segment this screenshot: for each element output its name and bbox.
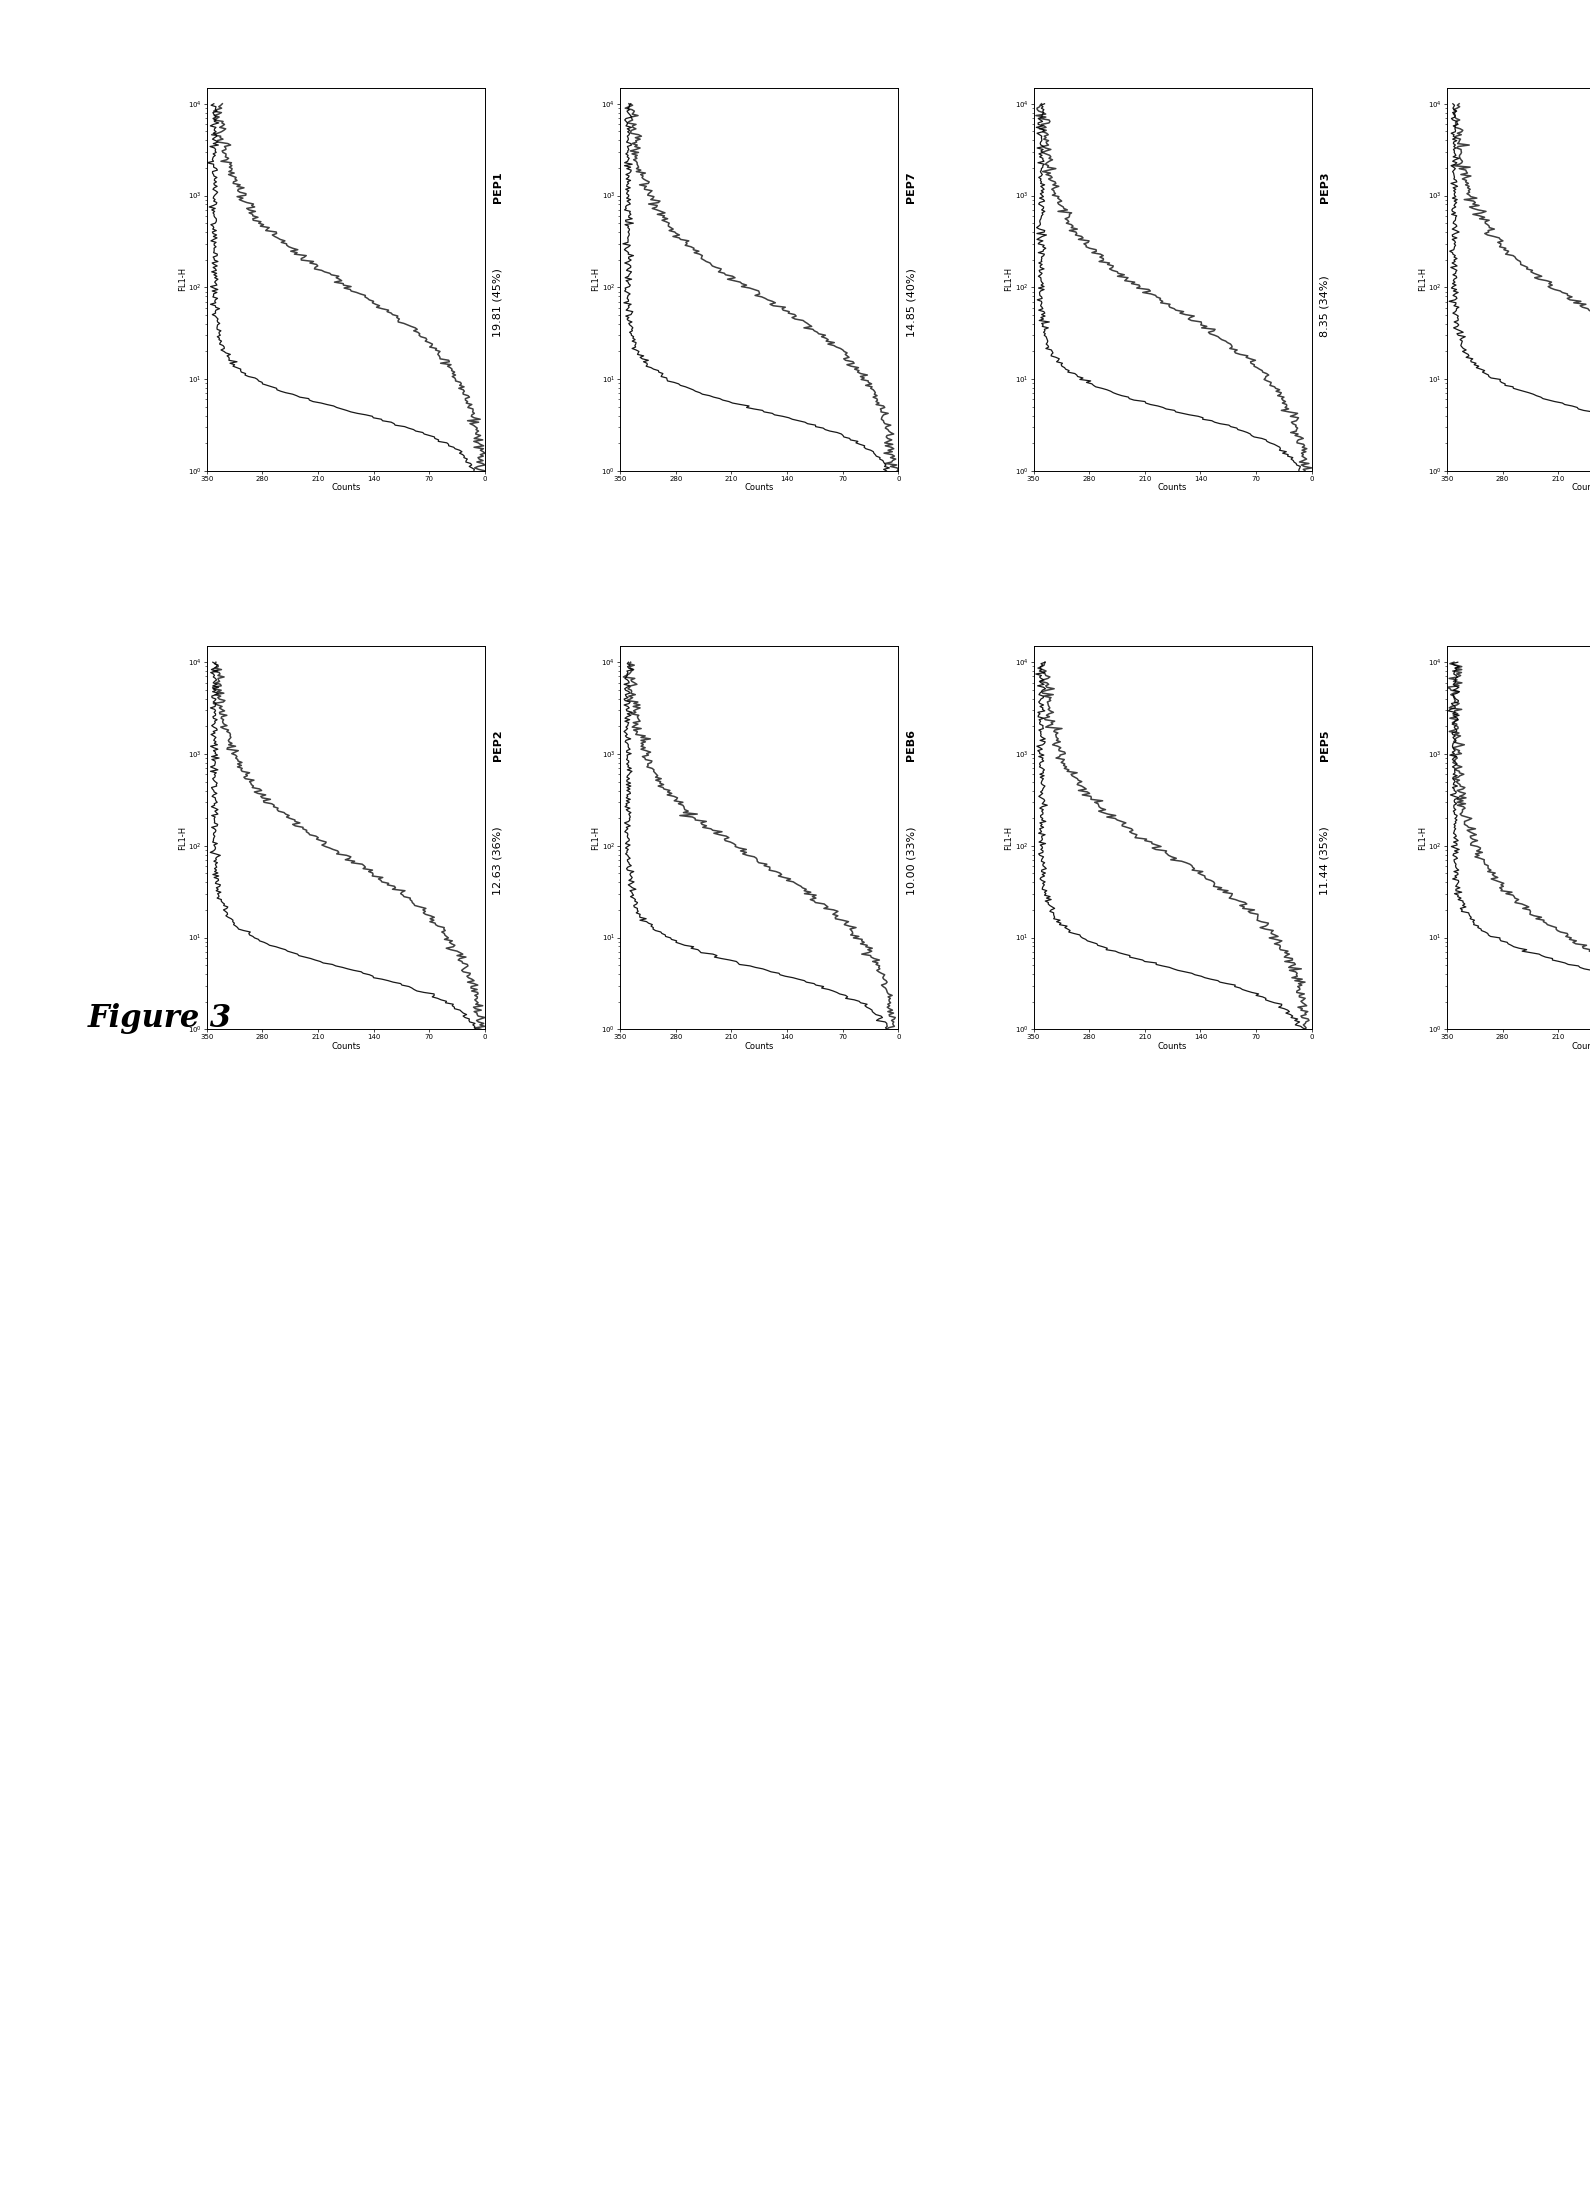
Y-axis label: FL1-H: FL1-H	[1418, 267, 1426, 291]
Y-axis label: FL1-H: FL1-H	[1005, 267, 1013, 291]
Y-axis label: FL1-H: FL1-H	[178, 267, 186, 291]
Y-axis label: FL1-H: FL1-H	[1418, 826, 1426, 850]
X-axis label: Counts: Counts	[744, 1042, 774, 1051]
X-axis label: Counts: Counts	[1571, 484, 1590, 493]
Y-axis label: FL1-H: FL1-H	[1005, 826, 1013, 850]
X-axis label: Counts: Counts	[331, 484, 361, 493]
Text: PEB6: PEB6	[906, 729, 916, 762]
Text: 12.63 (36%): 12.63 (36%)	[493, 826, 502, 896]
Text: PEP7: PEP7	[906, 171, 916, 204]
Text: PEP1: PEP1	[493, 171, 502, 204]
Text: 10.00 (33%): 10.00 (33%)	[906, 826, 916, 896]
X-axis label: Counts: Counts	[1158, 1042, 1188, 1051]
X-axis label: Counts: Counts	[1571, 1042, 1590, 1051]
Text: PEP5: PEP5	[1320, 729, 1329, 762]
X-axis label: Counts: Counts	[744, 484, 774, 493]
Text: 8.35 (34%): 8.35 (34%)	[1320, 276, 1329, 337]
Text: PEP3: PEP3	[1320, 171, 1329, 204]
Y-axis label: FL1-H: FL1-H	[591, 826, 599, 850]
Y-axis label: FL1-H: FL1-H	[178, 826, 186, 850]
Text: 11.44 (35%): 11.44 (35%)	[1320, 826, 1329, 896]
X-axis label: Counts: Counts	[331, 1042, 361, 1051]
Text: Figure 3: Figure 3	[87, 1003, 232, 1034]
Text: 14.85 (40%): 14.85 (40%)	[906, 267, 916, 337]
Text: 19.81 (45%): 19.81 (45%)	[493, 267, 502, 337]
X-axis label: Counts: Counts	[1158, 484, 1188, 493]
Text: PEP2: PEP2	[493, 729, 502, 762]
Y-axis label: FL1-H: FL1-H	[591, 267, 599, 291]
